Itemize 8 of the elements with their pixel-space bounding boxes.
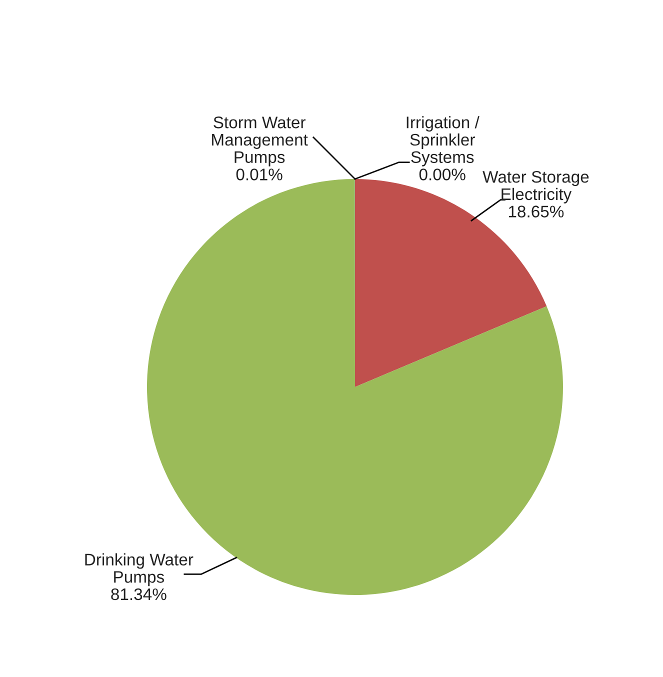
- data-label: 81.34%: [111, 588, 166, 600]
- slice-label: Storm Water Management Pumps: [212, 116, 308, 166]
- category-label: Irrigation / Sprinkler Systems: [406, 116, 480, 166]
- slice-label: Water Storage Electricity: [482, 170, 589, 204]
- data-label: 18.65%: [508, 206, 564, 218]
- data-label: 0.01%: [236, 168, 282, 180]
- slice-label: Drinking Water Pumps: [85, 553, 194, 586]
- text: 0.00%: [419, 168, 466, 180]
